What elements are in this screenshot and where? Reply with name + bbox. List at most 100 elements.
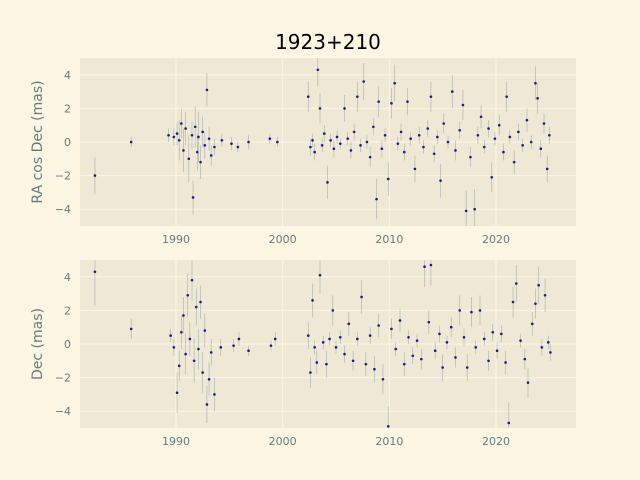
y-tick-label: 0 (64, 136, 71, 149)
data-point (182, 149, 185, 152)
data-point (315, 361, 319, 364)
data-point (398, 319, 402, 322)
data-point (356, 95, 359, 98)
data-point (436, 135, 439, 139)
y-tick-label: −4 (55, 203, 71, 216)
data-point (331, 309, 335, 312)
y-tick-label: −4 (55, 405, 71, 418)
data-point (446, 140, 450, 144)
x-tick-label: 2000 (269, 435, 297, 448)
data-point (197, 135, 200, 139)
data-point (318, 107, 322, 110)
data-point (396, 142, 400, 145)
data-point (445, 341, 449, 344)
data-point (213, 393, 216, 396)
data-point (508, 135, 512, 139)
data-point (549, 351, 552, 354)
data-point (402, 150, 406, 154)
data-point (534, 81, 537, 85)
data-point (433, 349, 437, 353)
data-point (465, 366, 469, 369)
data-point (203, 329, 207, 332)
data-point (247, 349, 250, 353)
data-point (180, 122, 183, 125)
data-point (365, 140, 369, 144)
data-point (487, 359, 490, 363)
data-point (207, 377, 211, 381)
data-point (359, 144, 362, 147)
data-point (182, 314, 185, 317)
data-point (377, 100, 380, 103)
data-point (175, 132, 179, 135)
data-point (194, 305, 198, 309)
data-point (306, 95, 310, 98)
data-point (320, 144, 324, 147)
data-point (534, 302, 537, 305)
data-point (175, 391, 179, 395)
data-point (381, 377, 385, 381)
data-point (393, 81, 396, 85)
data-point (474, 346, 478, 349)
y-axis-label: RA cos Dec (mas) (30, 80, 46, 203)
data-point (313, 150, 316, 154)
data-point (172, 135, 176, 139)
data-point (334, 346, 338, 349)
data-point (230, 142, 233, 145)
data-point (469, 155, 472, 159)
data-point (276, 140, 279, 144)
data-point (402, 362, 406, 366)
data-point (184, 352, 187, 356)
data-point (322, 132, 326, 135)
data-point (220, 139, 224, 142)
data-point (478, 309, 482, 312)
y-tick-label: 2 (64, 102, 71, 115)
data-point (372, 125, 375, 129)
data-point (309, 371, 312, 374)
x-tick-label: 2010 (375, 435, 403, 448)
data-point (423, 265, 426, 269)
data-point (325, 362, 328, 366)
data-point (188, 337, 192, 341)
data-point (172, 346, 176, 349)
data-point (351, 359, 355, 363)
data-point (495, 349, 499, 353)
data-point (439, 179, 442, 182)
data-point (129, 327, 133, 331)
data-point (390, 327, 393, 331)
data-point (504, 361, 507, 364)
data-point (461, 103, 465, 107)
data-point (192, 359, 196, 363)
data-point (332, 147, 336, 151)
x-tick-label: 2010 (375, 233, 403, 246)
y-tick-label: −2 (55, 372, 71, 385)
data-point (491, 330, 495, 334)
data-point (548, 133, 551, 137)
data-point (311, 139, 314, 142)
data-point (129, 140, 133, 144)
data-point (269, 344, 273, 347)
data-point (93, 270, 97, 274)
data-point (464, 209, 468, 213)
data-point (186, 293, 190, 297)
data-point (346, 137, 350, 140)
y-tick-label: −2 (55, 170, 71, 183)
data-point (375, 197, 378, 201)
data-point (530, 322, 534, 326)
data-point (442, 122, 446, 125)
data-point (329, 139, 332, 142)
data-point (406, 100, 409, 103)
data-point (482, 145, 486, 149)
data-point (356, 337, 359, 341)
data-point (417, 133, 421, 137)
data-point (335, 135, 339, 139)
data-point (497, 123, 501, 127)
data-point (462, 335, 466, 339)
data-point (197, 347, 200, 351)
data-point (187, 157, 191, 161)
data-point (316, 68, 320, 72)
data-point (411, 354, 415, 358)
data-point (511, 300, 515, 304)
data-point (177, 139, 181, 142)
data-point (201, 371, 204, 374)
